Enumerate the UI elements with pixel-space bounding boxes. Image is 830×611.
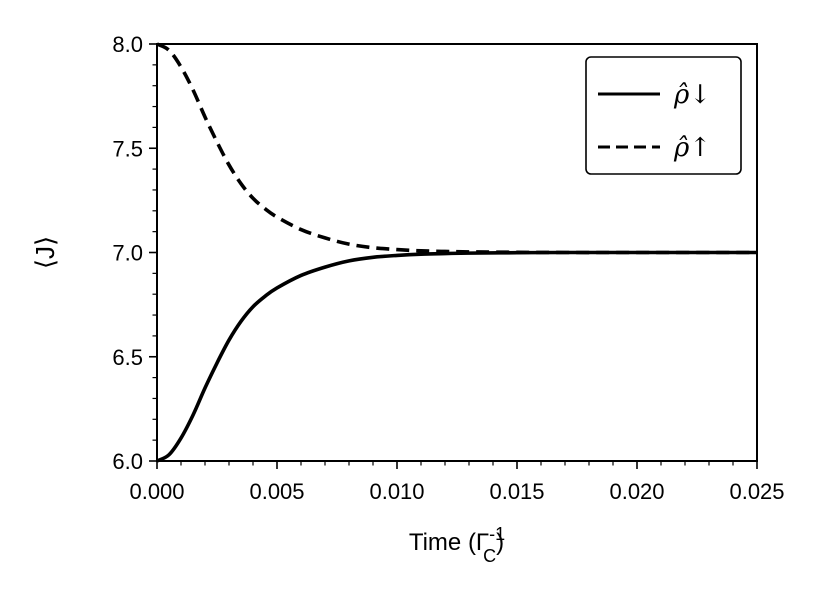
x-tick-label: 0.025: [729, 479, 784, 504]
x-tick-label: 0.005: [249, 479, 304, 504]
y-tick-label: 8.0: [112, 32, 143, 57]
x-tick-label: 0.020: [609, 479, 664, 504]
y-tick-label: 7.0: [112, 241, 143, 266]
x-tick-label: 0.015: [489, 479, 544, 504]
legend-box: [585, 56, 742, 175]
plot-frame: [156, 43, 758, 462]
x-axis-label: Time (Γ-1 C): [409, 524, 505, 566]
series-line-rho-down: [156, 250, 757, 463]
y-tick-label: 6.0: [112, 449, 143, 474]
series-lines: [156, 42, 757, 463]
tick-labels: 0.000 0.005 0.010 0.015 0.020 0.025 6.0 6.5 7.0 7…: [112, 32, 784, 504]
series-line-rho-up: [156, 42, 757, 255]
y-tick-label: 7.5: [112, 136, 143, 161]
legend: ρ̂↓ ρ̂↑: [585, 56, 742, 175]
x-tick-label: 0.010: [369, 479, 424, 504]
y-tick-label: 6.5: [112, 345, 143, 370]
x-tick-label: 0.000: [129, 479, 184, 504]
svg-text:Time (Γ-1C): Time (Γ-1 C): [409, 524, 505, 566]
legend-label-rho-down: ρ̂↓: [673, 80, 711, 110]
y-axis-label: ⟨J⟩: [30, 236, 60, 269]
legend-label-rho-up: ρ̂↑: [673, 133, 711, 163]
